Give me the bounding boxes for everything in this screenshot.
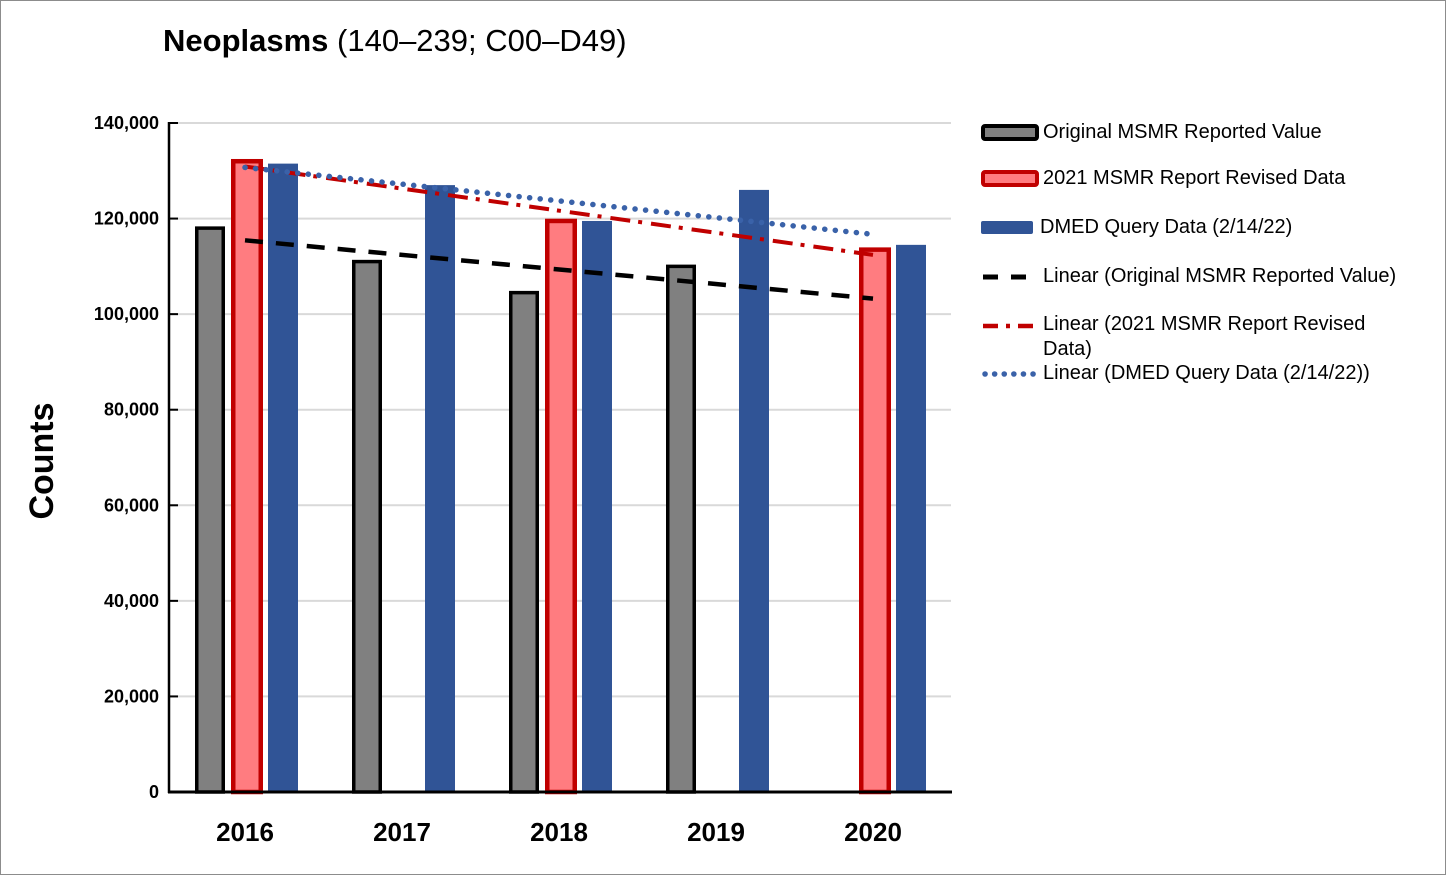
bar-2019-series3 bbox=[739, 189, 769, 792]
red-bar-swatch-icon bbox=[981, 170, 1039, 187]
legend-label: Linear (2021 MSMR Report Revised Data) bbox=[1043, 313, 1366, 360]
bar-2018-series3 bbox=[582, 220, 612, 793]
blue-bar-swatch-icon bbox=[981, 221, 1033, 234]
chart-title: Neoplasms (140–239; C00–D49) bbox=[163, 23, 627, 59]
bar-2018-series1 bbox=[509, 290, 539, 794]
legend-label: Linear (Original MSMR Reported Value) bbox=[1043, 265, 1397, 287]
trendline-dash-dot bbox=[244, 164, 874, 257]
trendline-dashed bbox=[244, 238, 874, 301]
y-tick-label: 60,000 bbox=[104, 495, 159, 515]
bar-2016-series2 bbox=[231, 158, 263, 795]
legend-item-dmed-query: DMED Query Data (2/14/22) bbox=[981, 216, 1292, 239]
y-tick-label: 80,000 bbox=[104, 400, 159, 420]
bar-2020-series3 bbox=[896, 244, 926, 792]
chart-title-sub: (140–239; C00–D49) bbox=[328, 23, 627, 58]
blue-dotted-line-icon bbox=[982, 370, 1039, 377]
bar-2017-series3 bbox=[425, 185, 455, 792]
y-tick-label: 0 bbox=[149, 782, 159, 802]
bar-2016-series3 bbox=[268, 163, 298, 792]
red-dash-dot-line-icon bbox=[983, 323, 1037, 329]
legend-label: 2021 MSMR Report Revised Data bbox=[1043, 167, 1346, 189]
gray-bar-swatch-icon bbox=[981, 124, 1039, 141]
chart-title-main: Neoplasms bbox=[163, 23, 329, 58]
bar-2017-series1 bbox=[352, 259, 382, 794]
y-tick-label: 20,000 bbox=[104, 686, 159, 706]
y-axis-title: Counts bbox=[23, 402, 61, 519]
legend-item-2021-msmr-revised: 2021 MSMR Report Revised Data bbox=[981, 167, 1345, 190]
y-tick-label: 40,000 bbox=[104, 591, 159, 611]
legend-item-linear-2021-msmr: Linear (2021 MSMR Report Revised Data) bbox=[981, 312, 1388, 362]
x-tick-label: 2016 bbox=[216, 817, 274, 847]
y-tick-label: 120,000 bbox=[94, 209, 159, 229]
black-dashed-line-icon bbox=[983, 274, 1037, 279]
x-tick-label: 2020 bbox=[844, 817, 902, 847]
legend-item-linear-original-msmr: Linear (Original MSMR Reported Value) bbox=[981, 265, 1396, 288]
legend-label: DMED Query Data (2/14/22) bbox=[1040, 216, 1293, 238]
trendline-dotted bbox=[242, 164, 876, 238]
bar-2019-series1 bbox=[666, 264, 696, 794]
legend-label: Original MSMR Reported Value bbox=[1043, 121, 1322, 143]
x-tick-label: 2018 bbox=[530, 817, 588, 847]
bar-2016-series1 bbox=[195, 226, 225, 794]
bar-2018-series2 bbox=[545, 218, 577, 795]
legend-item-original-msmr: Original MSMR Reported Value bbox=[981, 121, 1322, 144]
legend-item-linear-dmed: Linear (DMED Query Data (2/14/22)) bbox=[981, 362, 1370, 385]
x-tick-label: 2019 bbox=[687, 817, 745, 847]
bar-2020-series2 bbox=[859, 247, 891, 795]
y-tick-label: 100,000 bbox=[94, 304, 159, 324]
legend-label: Linear (DMED Query Data (2/14/22)) bbox=[1043, 362, 1370, 384]
y-tick-label: 140,000 bbox=[94, 113, 159, 133]
x-tick-label: 2017 bbox=[373, 817, 431, 847]
